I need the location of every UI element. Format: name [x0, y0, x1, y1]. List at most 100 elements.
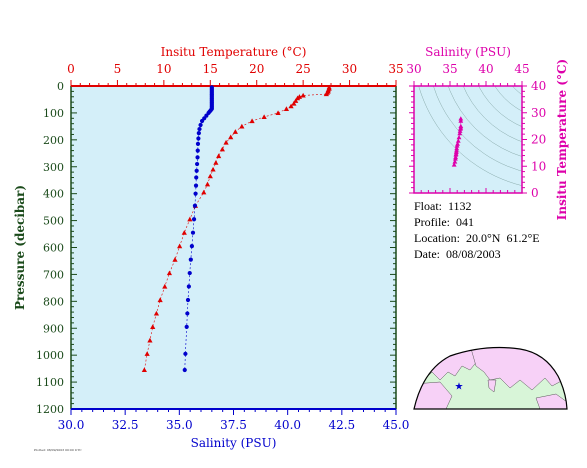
salinity-tick-label: 35.0	[166, 418, 193, 432]
pressure-axis-title: Pressure (decibar)	[13, 185, 27, 310]
salinity-point	[184, 324, 189, 330]
inset-temperature-tick-label: 40	[531, 79, 546, 93]
salinity-tick-label: 30.0	[58, 418, 85, 432]
temperature-point	[210, 166, 216, 172]
salinity-point	[197, 126, 202, 132]
temperature-point	[201, 189, 207, 195]
salinity-point	[195, 141, 201, 146]
salinity-point	[195, 155, 200, 160]
temperature-point	[219, 146, 225, 152]
salinity-tick-label: 37.5	[220, 418, 247, 432]
temperature-point	[275, 110, 281, 115]
temperature-tick-label: 35	[388, 62, 403, 76]
temperature-point	[223, 139, 229, 145]
temperature-point	[291, 100, 297, 106]
temperature-point	[261, 114, 267, 120]
temperature-point	[207, 173, 213, 179]
temperature-tick-label: 0	[67, 62, 75, 76]
salinity-point	[194, 168, 199, 173]
temperature-point	[150, 324, 156, 329]
temperature-point	[187, 216, 193, 222]
inset-temperature-tick-label: 0	[531, 186, 539, 200]
location-map: ★	[413, 346, 568, 410]
inset-ts-point	[454, 143, 460, 148]
temperature-point	[216, 153, 222, 159]
salinity-point	[183, 351, 188, 356]
inset-ts-point	[451, 162, 457, 167]
pressure-tick-label: 0	[57, 80, 64, 93]
date-text: Date: 08/08/2003	[414, 247, 501, 261]
salinity-point	[190, 230, 196, 235]
inset-ts-point	[457, 130, 463, 136]
map-outline	[413, 346, 568, 410]
temperature-point	[147, 337, 153, 343]
map-land-australia	[535, 393, 567, 409]
salinity-point	[193, 191, 198, 196]
pressure-tick-label: 1000	[36, 349, 64, 362]
salinity-point	[195, 161, 200, 167]
salinity-point	[187, 270, 192, 276]
inset-ts-point	[452, 159, 458, 164]
salinity-point	[194, 175, 199, 180]
temperature-point	[166, 270, 173, 276]
temperature-point	[300, 92, 306, 98]
float-id-text: Float: 1132	[414, 199, 472, 213]
temperature-point	[293, 98, 299, 103]
salinity-point	[199, 118, 205, 124]
temperature-point	[181, 230, 187, 235]
temperature-tick-label: 5	[114, 62, 122, 76]
temperature-point	[228, 134, 234, 140]
temperature-point	[294, 95, 301, 101]
salinity-tick-label: 32.5	[112, 418, 139, 432]
inset-salinity-tick-label: 40	[478, 62, 493, 76]
inset-salinity-title: Salinity (PSU)	[425, 45, 511, 59]
inset-salinity-tick-label: 45	[514, 62, 529, 76]
inset-ts-point	[458, 118, 464, 123]
salinity-point	[195, 148, 200, 153]
salinity-point	[196, 131, 201, 136]
float-location-marker: ★	[455, 381, 464, 392]
location-text: Location: 20.0°N 61.2°E	[414, 231, 540, 245]
inset-salinity-tick-label: 35	[442, 62, 457, 76]
pressure-tick-label: 600	[43, 242, 64, 255]
temperature-point	[288, 103, 294, 109]
salinity-point	[185, 311, 190, 316]
temperature-tick-label: 25	[296, 62, 311, 76]
pressure-tick-label: 900	[43, 322, 64, 335]
footnote: Plotted: 08/09/2003 00:00 UTC	[34, 448, 82, 452]
inset-ts-point	[453, 152, 459, 157]
temperature-point	[283, 106, 290, 111]
salinity-point	[186, 284, 191, 289]
inset-ts-point	[458, 126, 463, 131]
temperature-tick-label: 30	[342, 62, 357, 76]
temperature-point	[249, 118, 255, 124]
pressure-tick-label: 400	[43, 188, 64, 201]
map-land-india	[487, 379, 497, 393]
salinity-point	[188, 257, 193, 262]
salinity-point	[196, 136, 201, 141]
temperature-point	[144, 351, 150, 356]
pressure-tick-label: 200	[43, 134, 64, 147]
pressure-tick-label: 1200	[36, 403, 64, 416]
salinity-point	[192, 203, 198, 208]
temperature-point	[177, 243, 183, 249]
salinity-tick-label: 40.0	[274, 418, 301, 432]
salinity-point	[185, 297, 191, 303]
temperature-point	[153, 310, 160, 316]
salinity-tick-label: 45.0	[383, 418, 410, 432]
inset-temperature-title: Insitu Temperature (°C)	[555, 59, 569, 220]
temperature-tick-label: 10	[156, 62, 171, 76]
salinity-point	[198, 122, 203, 128]
inset-ts-point	[456, 134, 462, 140]
inset-temperature-tick-label: 30	[531, 106, 546, 120]
salinity-point	[182, 367, 187, 373]
temperature-tick-label: 20	[249, 62, 264, 76]
pressure-tick-label: 300	[43, 161, 64, 174]
pressure-tick-label: 700	[43, 268, 64, 281]
inset-temperature-tick-label: 10	[531, 159, 546, 173]
inset-ts-point	[454, 145, 460, 151]
salinity-tick-label: 42.5	[328, 418, 355, 432]
salinity-axis-title: Salinity (PSU)	[191, 436, 277, 450]
